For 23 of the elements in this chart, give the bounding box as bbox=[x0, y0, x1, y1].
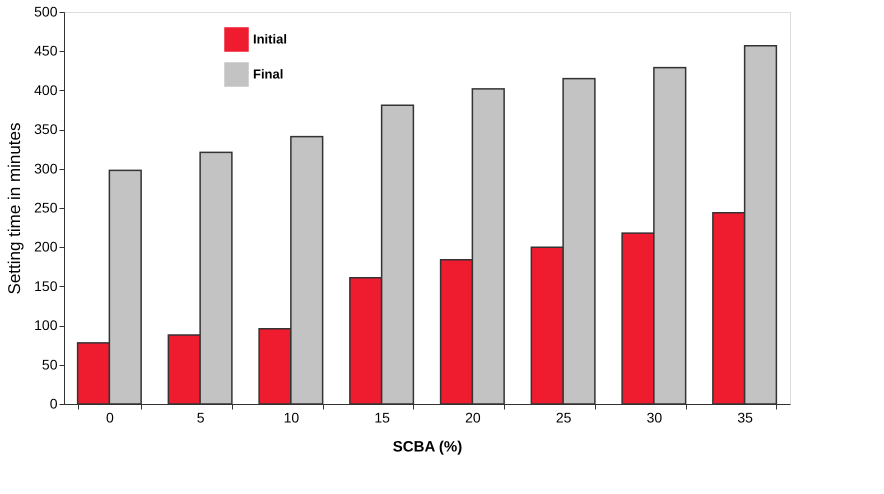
y-tick-label: 250 bbox=[34, 200, 58, 216]
y-tick-label: 450 bbox=[34, 42, 58, 59]
y-tick-label: 400 bbox=[34, 82, 58, 98]
y-tick-label: 150 bbox=[34, 278, 58, 294]
x-tick-label: 20 bbox=[465, 410, 481, 426]
legend-label: Initial bbox=[253, 32, 287, 46]
y-tick-label: 300 bbox=[34, 160, 58, 176]
x-tick-label: 5 bbox=[196, 410, 205, 426]
x-tick-label: 35 bbox=[737, 410, 754, 426]
y-tick-label: 200 bbox=[34, 238, 58, 255]
y-tick-label: 100 bbox=[34, 317, 58, 334]
x-tick-label: 10 bbox=[284, 410, 300, 426]
y-tick-label: 50 bbox=[42, 356, 58, 372]
x-tick-label: 15 bbox=[374, 410, 390, 426]
x-tick-label: 30 bbox=[646, 410, 662, 426]
x-tick-label: 25 bbox=[556, 410, 572, 426]
y-tick-label: 0 bbox=[50, 396, 58, 412]
legend-label: Final bbox=[253, 66, 284, 82]
y-tick-label: 500 bbox=[34, 4, 58, 20]
x-tick-label: 0 bbox=[106, 410, 114, 426]
y-axis-title: Setting time in minutes bbox=[5, 122, 24, 294]
x-axis-title: SCBA (%) bbox=[392, 438, 462, 456]
y-tick-label: 350 bbox=[34, 121, 58, 138]
